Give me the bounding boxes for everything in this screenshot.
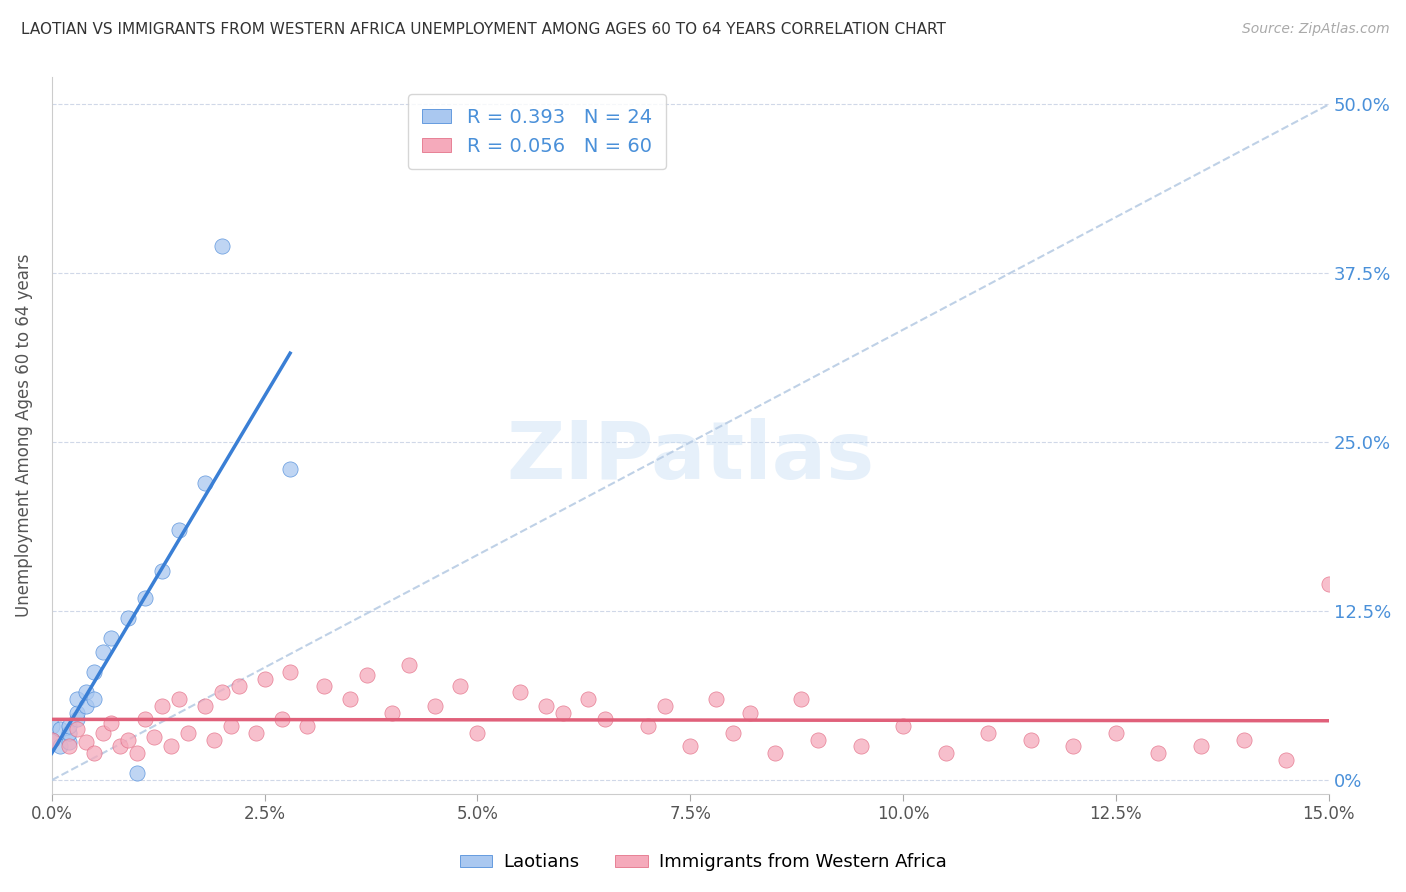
Point xyxy=(790,692,813,706)
Point xyxy=(278,665,301,679)
Point xyxy=(49,739,72,754)
Point xyxy=(356,667,378,681)
Point xyxy=(100,632,122,646)
Point xyxy=(160,739,183,754)
Point xyxy=(807,732,830,747)
Point xyxy=(295,719,318,733)
Point xyxy=(66,692,89,706)
Point xyxy=(551,706,574,720)
Point xyxy=(509,685,531,699)
Point xyxy=(134,591,156,605)
Point xyxy=(83,692,105,706)
Point xyxy=(891,719,914,733)
Point xyxy=(117,732,139,747)
Point xyxy=(1062,739,1084,754)
Point xyxy=(449,679,471,693)
Point xyxy=(125,766,148,780)
Point xyxy=(270,712,292,726)
Point xyxy=(467,726,489,740)
Point xyxy=(194,698,217,713)
Point xyxy=(169,523,191,537)
Text: LAOTIAN VS IMMIGRANTS FROM WESTERN AFRICA UNEMPLOYMENT AMONG AGES 60 TO 64 YEARS: LAOTIAN VS IMMIGRANTS FROM WESTERN AFRIC… xyxy=(21,22,946,37)
Point xyxy=(75,685,97,699)
Point xyxy=(211,685,233,699)
Point xyxy=(1317,577,1340,591)
Text: Source: ZipAtlas.com: Source: ZipAtlas.com xyxy=(1241,22,1389,37)
Point xyxy=(66,712,89,726)
Point xyxy=(202,732,225,747)
Point xyxy=(849,739,872,754)
Point xyxy=(219,719,242,733)
Point xyxy=(654,698,676,713)
Point xyxy=(49,722,72,736)
Point xyxy=(679,739,702,754)
Point xyxy=(152,564,174,578)
Point xyxy=(66,706,89,720)
Point xyxy=(41,719,63,733)
Legend: Laotians, Immigrants from Western Africa: Laotians, Immigrants from Western Africa xyxy=(453,847,953,879)
Point xyxy=(58,739,80,754)
Point xyxy=(637,719,659,733)
Point xyxy=(253,672,276,686)
Point xyxy=(41,732,63,747)
Point xyxy=(75,698,97,713)
Point xyxy=(423,698,446,713)
Point xyxy=(1189,739,1212,754)
Point xyxy=(245,726,267,740)
Point xyxy=(1275,753,1298,767)
Point xyxy=(58,726,80,740)
Point xyxy=(66,722,89,736)
Point xyxy=(314,679,336,693)
Point xyxy=(100,716,122,731)
Point xyxy=(83,746,105,760)
Legend: R = 0.393   N = 24, R = 0.056   N = 60: R = 0.393 N = 24, R = 0.056 N = 60 xyxy=(409,95,665,169)
Point xyxy=(91,726,114,740)
Text: ZIPatlas: ZIPatlas xyxy=(506,418,875,496)
Point xyxy=(169,692,191,706)
Point xyxy=(108,739,131,754)
Point xyxy=(704,692,727,706)
Point xyxy=(117,611,139,625)
Point xyxy=(194,475,217,490)
Point xyxy=(152,698,174,713)
Point xyxy=(593,712,616,726)
Point xyxy=(1019,732,1042,747)
Point xyxy=(125,746,148,760)
Point xyxy=(211,239,233,253)
Point xyxy=(177,726,200,740)
Point xyxy=(721,726,744,740)
Point xyxy=(534,698,557,713)
Point xyxy=(91,645,114,659)
Point xyxy=(1233,732,1256,747)
Point xyxy=(763,746,786,760)
Point xyxy=(58,735,80,749)
Point xyxy=(228,679,250,693)
Point xyxy=(142,730,165,744)
Point xyxy=(83,665,105,679)
Point xyxy=(576,692,599,706)
Point xyxy=(977,726,1000,740)
Point xyxy=(1105,726,1128,740)
Point xyxy=(75,735,97,749)
Point xyxy=(381,706,404,720)
Point xyxy=(1147,746,1170,760)
Point xyxy=(398,658,420,673)
Point xyxy=(935,746,957,760)
Point xyxy=(41,732,63,747)
Point xyxy=(134,712,156,726)
Point xyxy=(278,462,301,476)
Point xyxy=(58,719,80,733)
Point xyxy=(738,706,761,720)
Y-axis label: Unemployment Among Ages 60 to 64 years: Unemployment Among Ages 60 to 64 years xyxy=(15,254,32,617)
Point xyxy=(339,692,361,706)
